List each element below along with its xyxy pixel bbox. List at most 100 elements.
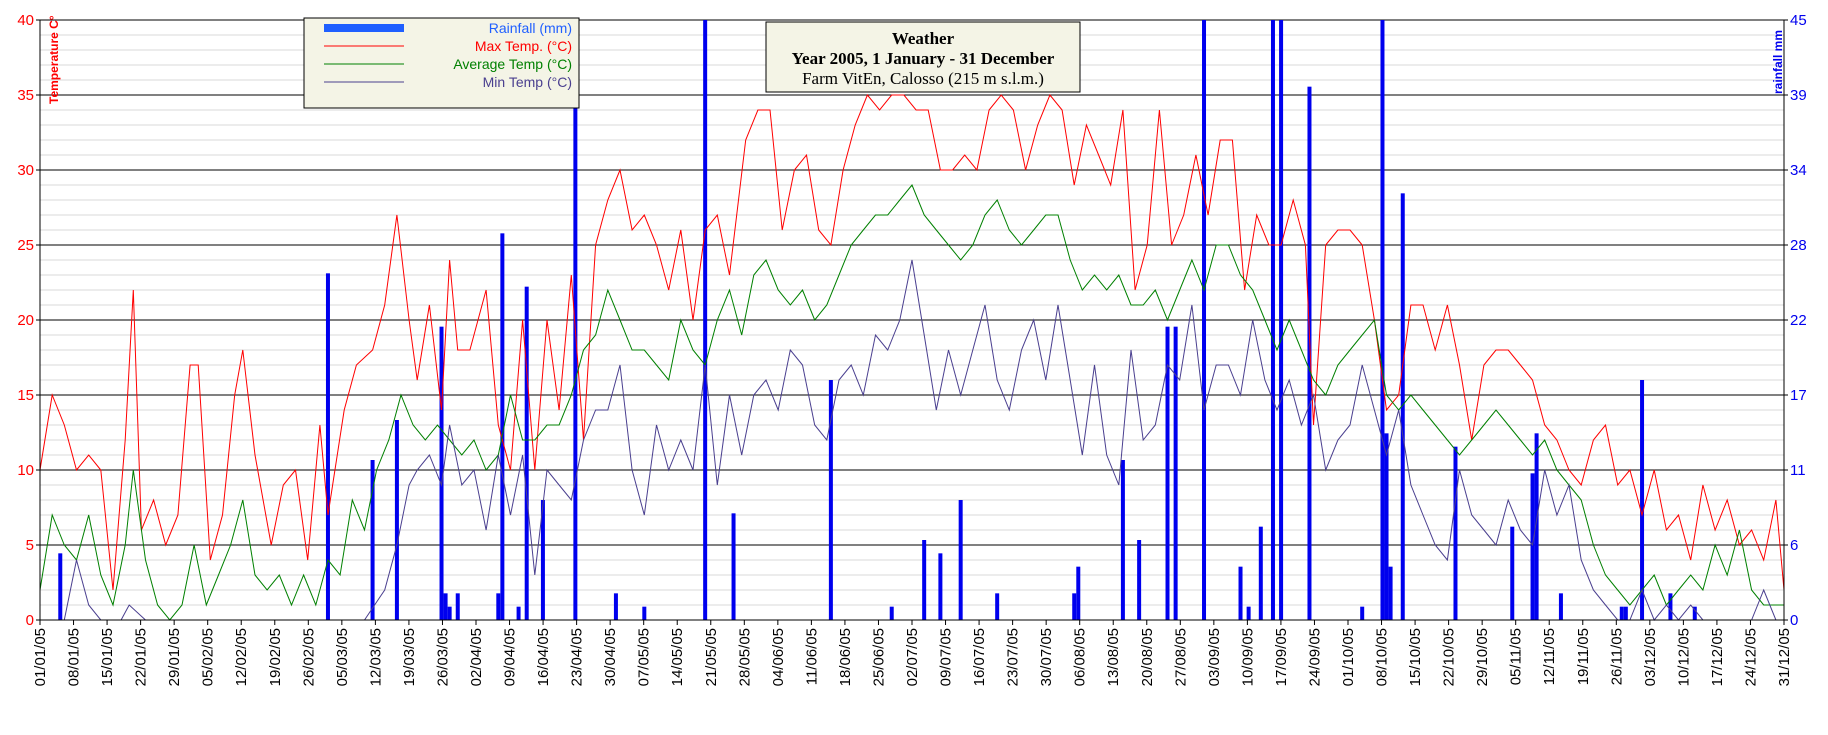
- x-tick-label: 07/05/05: [636, 628, 653, 686]
- rainfall-bar: [922, 540, 927, 620]
- rainfall-bar: [1238, 566, 1243, 620]
- x-tick-label: 04/06/05: [770, 628, 787, 686]
- x-tick-label: 03/09/05: [1206, 628, 1223, 686]
- y-tick-left: 35: [17, 87, 34, 104]
- x-tick-label: 10/09/05: [1239, 628, 1256, 686]
- rainfall-bar: [58, 553, 63, 620]
- rainfall-bar: [703, 20, 708, 620]
- chart-subtitle: Year 2005, 1 January - 31 December: [792, 49, 1055, 68]
- rainfall-bar: [642, 606, 647, 620]
- x-tick-label: 23/07/05: [1005, 628, 1022, 686]
- x-tick-label: 01/01/05: [32, 628, 49, 686]
- rainfall-bar: [500, 233, 505, 621]
- x-tick-label: 26/02/05: [300, 628, 317, 686]
- x-tick-label: 02/04/05: [468, 628, 485, 686]
- rainfall-bar: [447, 606, 452, 620]
- x-tick-label: 30/04/05: [602, 628, 619, 686]
- rainfall-bar: [889, 606, 894, 620]
- rainfall-bar: [1076, 566, 1081, 620]
- x-tick-label: 27/08/05: [1172, 628, 1189, 686]
- legend-swatch-bar: [324, 24, 404, 32]
- rainfall-bar: [524, 286, 529, 620]
- x-tick-label: 10/12/05: [1675, 628, 1692, 686]
- legend-label: Min Temp (°C): [483, 74, 572, 90]
- x-tick-label: 19/11/05: [1575, 628, 1592, 685]
- y-axis-right-ticks: 0 6 11 17 22 28 34 39 45: [1784, 12, 1807, 629]
- rainfall-bar: [1202, 20, 1207, 620]
- rainfall-bar: [1530, 473, 1535, 620]
- x-tick-label: 01/10/05: [1340, 628, 1357, 686]
- x-tick-label: 05/02/05: [200, 628, 217, 686]
- chart-title: Weather: [892, 29, 955, 48]
- x-tick-label: 08/01/05: [66, 628, 83, 686]
- rainfall-bar: [1072, 593, 1077, 620]
- y-axis-left-ticks: 0 5 10 15 20 25 30 35 40: [17, 12, 40, 629]
- x-tick-label: 26/11/05: [1608, 628, 1625, 685]
- minor-gridlines: [40, 34, 1784, 606]
- series-line-2: [39, 184, 1784, 621]
- rainfall-bar: [1258, 526, 1263, 620]
- y-tick-right: 22: [1790, 312, 1807, 329]
- y-tick-left: 10: [17, 462, 34, 479]
- x-tick-label: 23/04/05: [569, 628, 586, 686]
- rainfall-bar: [439, 326, 444, 620]
- rainfall-bar: [1173, 326, 1178, 620]
- rainfall-bar: [1360, 606, 1365, 620]
- rainfall-bar: [1165, 326, 1170, 620]
- y-tick-right: 45: [1790, 12, 1807, 29]
- rainfall-bar: [1692, 606, 1697, 620]
- y-tick-right: 11: [1790, 462, 1806, 479]
- x-tick-label: 05/11/05: [1508, 628, 1525, 685]
- x-tick-label: 02/07/05: [904, 628, 921, 686]
- rainfall-bar: [455, 593, 460, 620]
- x-tick-label: 08/10/05: [1374, 628, 1391, 686]
- rainfall-bar: [370, 460, 375, 620]
- x-tick-label: 28/05/05: [736, 628, 753, 686]
- x-tick-label: 19/02/05: [267, 628, 284, 686]
- y-tick-right: 28: [1790, 237, 1807, 254]
- x-tick-label: 09/04/05: [502, 628, 519, 686]
- y-tick-left: 5: [26, 537, 34, 554]
- legend-box: [303, 17, 580, 109]
- rainfall-bar: [731, 513, 736, 620]
- series-line-3: [63, 259, 1784, 621]
- rainfall-bar: [1307, 86, 1312, 620]
- y-tick-right: 34: [1790, 162, 1807, 179]
- x-tick-label: 19/03/05: [401, 628, 418, 686]
- rainfall-bar: [540, 500, 545, 620]
- rainfall-bar: [1619, 606, 1624, 620]
- y-tick-right: 6: [1790, 537, 1798, 554]
- rainfall-bar: [1279, 20, 1284, 620]
- x-tick-label: 06/08/05: [1072, 628, 1089, 686]
- x-tick-label: 16/04/05: [535, 628, 552, 686]
- x-tick-label: 12/11/05: [1541, 628, 1558, 685]
- y-tick-left: 25: [17, 237, 34, 254]
- x-tick-label: 16/07/05: [971, 628, 988, 686]
- x-tick-label: 14/05/05: [669, 628, 686, 686]
- x-tick-label: 17/12/05: [1709, 628, 1726, 686]
- chart-location: Farm VitEn, Calosso (215 m s.l.m.): [802, 69, 1044, 88]
- x-tick-label: 05/03/05: [334, 628, 351, 686]
- y-tick-left: 15: [17, 387, 34, 404]
- x-tick-label: 12/03/05: [367, 628, 384, 686]
- rainfall-bar: [938, 553, 943, 620]
- rainfall-bar: [1640, 380, 1645, 620]
- y-axis-left-label: Temperature C°: [47, 15, 61, 104]
- y-tick-left: 20: [17, 312, 34, 329]
- rainfall-bar: [958, 500, 963, 620]
- legend-label: Max Temp. (°C): [475, 38, 572, 54]
- rainfall-bar: [1380, 20, 1385, 620]
- x-tick-label: 22/01/05: [133, 628, 150, 686]
- rainfall-bar: [1400, 193, 1405, 621]
- rainfall-bar: [443, 593, 448, 620]
- x-tick-label: 12/02/05: [233, 628, 250, 686]
- rainfall-bar: [1120, 460, 1125, 620]
- rainfall-bar: [394, 420, 399, 620]
- temperature-lines: [39, 94, 1785, 621]
- rainfall-bar: [496, 593, 501, 620]
- legend-label: Rainfall (mm): [489, 20, 572, 36]
- x-tick-label: 11/06/05: [803, 628, 820, 685]
- legend-label: Average Temp (°C): [453, 56, 572, 72]
- rainfall-bar: [1453, 446, 1458, 620]
